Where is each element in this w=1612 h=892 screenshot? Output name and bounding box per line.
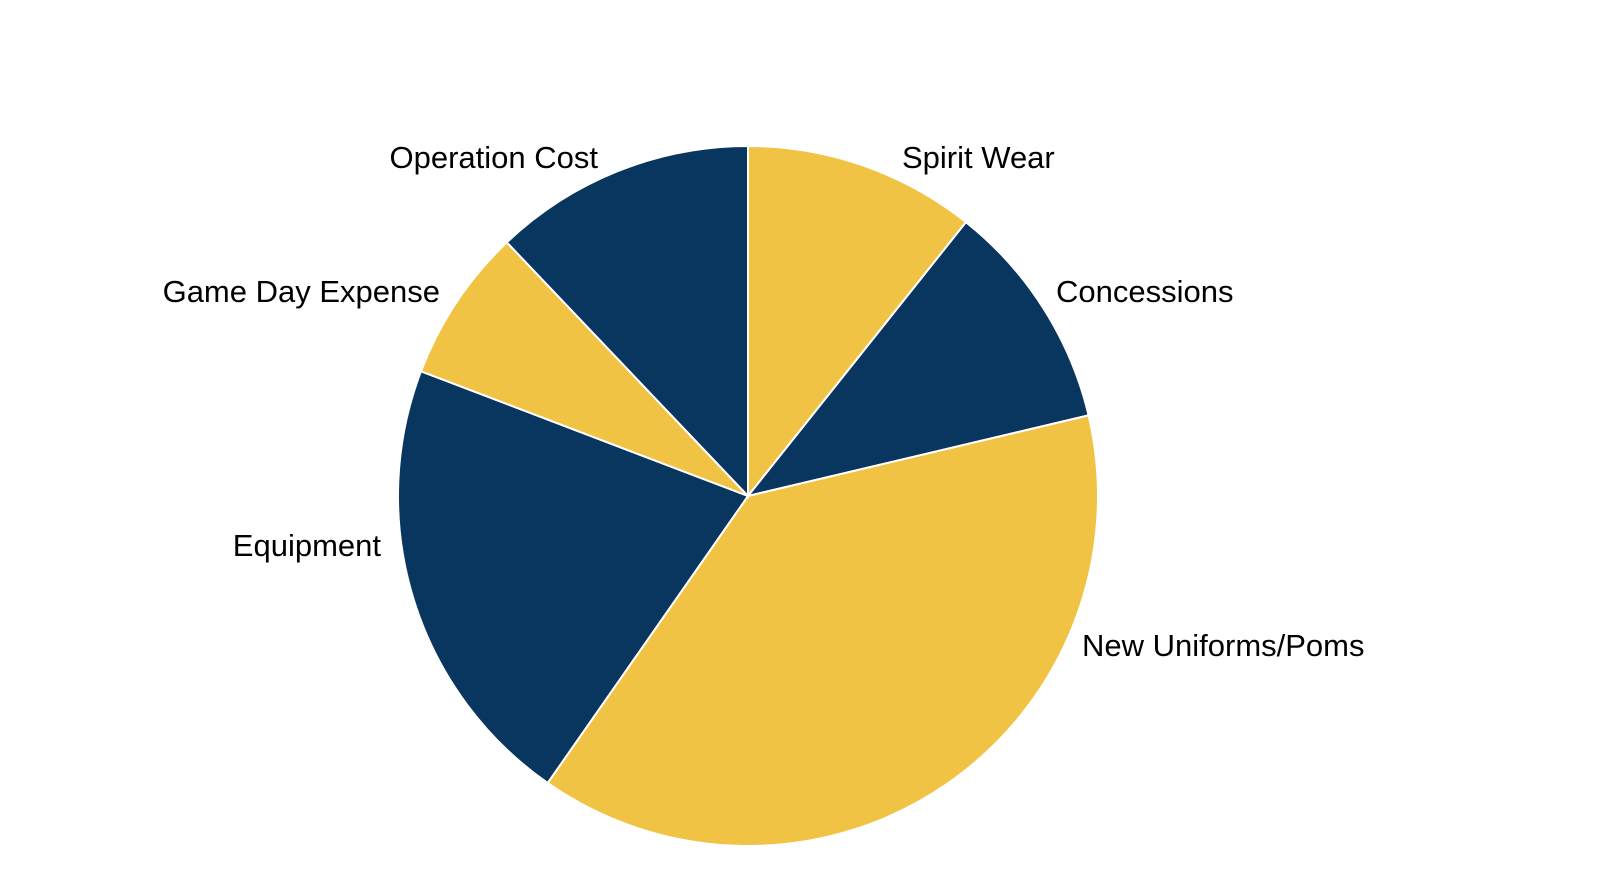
pie-slice [419, 240, 749, 497]
pie-slice [546, 414, 1099, 847]
pie-slice [505, 144, 749, 499]
pie-slice [745, 220, 1090, 498]
slice-label: Operation Cost [390, 140, 599, 175]
slice-label: Game Day Expense [163, 274, 440, 309]
slice-label: Spirit Wear [902, 140, 1055, 175]
slice-label: Equipment [233, 528, 382, 563]
pie-slice [747, 144, 968, 499]
pie-slice [397, 369, 750, 785]
slice-label: Concessions [1056, 274, 1233, 309]
slice-label: New Uniforms/Poms [1082, 628, 1365, 663]
